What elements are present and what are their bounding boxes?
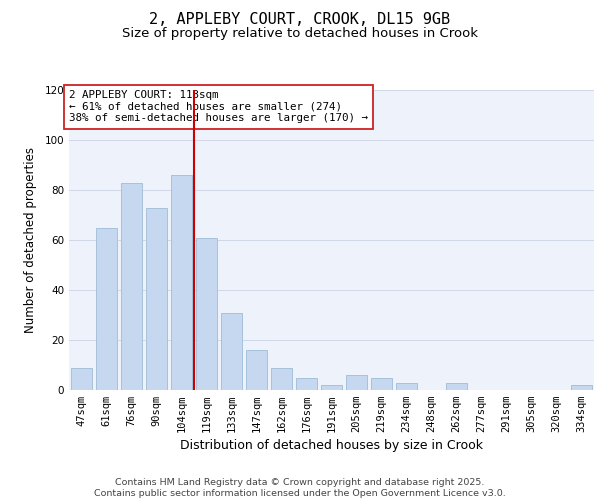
Bar xyxy=(321,385,342,390)
Bar xyxy=(346,375,367,390)
Bar xyxy=(171,175,192,390)
Bar xyxy=(296,378,317,390)
Bar xyxy=(96,228,117,390)
Text: Contains HM Land Registry data © Crown copyright and database right 2025.
Contai: Contains HM Land Registry data © Crown c… xyxy=(94,478,506,498)
Text: 2, APPLEBY COURT, CROOK, DL15 9GB: 2, APPLEBY COURT, CROOK, DL15 9GB xyxy=(149,12,451,28)
Bar xyxy=(271,368,292,390)
Bar xyxy=(121,182,142,390)
X-axis label: Distribution of detached houses by size in Crook: Distribution of detached houses by size … xyxy=(180,440,483,452)
Bar xyxy=(371,378,392,390)
Bar xyxy=(396,382,417,390)
Bar xyxy=(446,382,467,390)
Y-axis label: Number of detached properties: Number of detached properties xyxy=(25,147,37,333)
Bar xyxy=(71,368,92,390)
Bar xyxy=(196,238,217,390)
Bar xyxy=(221,312,242,390)
Bar xyxy=(571,385,592,390)
Bar xyxy=(246,350,267,390)
Bar xyxy=(146,208,167,390)
Text: 2 APPLEBY COURT: 113sqm
← 61% of detached houses are smaller (274)
38% of semi-d: 2 APPLEBY COURT: 113sqm ← 61% of detache… xyxy=(69,90,368,123)
Text: Size of property relative to detached houses in Crook: Size of property relative to detached ho… xyxy=(122,28,478,40)
